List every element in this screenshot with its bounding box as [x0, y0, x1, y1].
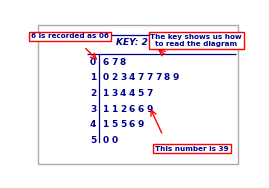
Text: 9: 9 [137, 120, 144, 129]
Text: The key shows us how
to read the diagram: The key shows us how to read the diagram [150, 34, 242, 47]
Text: 9: 9 [172, 73, 179, 82]
Text: 0: 0 [90, 58, 96, 67]
Text: KEY: 2: KEY: 2 [116, 38, 148, 47]
Text: 6: 6 [129, 105, 135, 114]
Text: 2: 2 [90, 89, 96, 98]
Text: 4: 4 [120, 89, 126, 98]
Text: 1: 1 [111, 105, 118, 114]
Text: 6: 6 [129, 120, 135, 129]
Text: 0: 0 [102, 136, 109, 145]
Text: 6: 6 [102, 58, 109, 67]
Text: 0: 0 [111, 136, 117, 145]
Text: 2: 2 [120, 105, 126, 114]
Text: 5: 5 [120, 120, 126, 129]
Text: 4: 4 [129, 73, 135, 82]
Text: 1: 1 [102, 89, 109, 98]
Text: 0: 0 [102, 73, 109, 82]
Text: This number is 39: This number is 39 [155, 146, 229, 152]
Text: 7: 7 [111, 58, 118, 67]
Text: 3: 3 [90, 105, 96, 114]
Text: 8: 8 [120, 58, 126, 67]
Text: 5: 5 [158, 38, 165, 47]
Text: 3: 3 [120, 73, 126, 82]
Text: 1: 1 [102, 105, 109, 114]
Text: 9: 9 [146, 105, 153, 114]
Text: 4: 4 [90, 120, 96, 129]
Text: 2: 2 [111, 73, 118, 82]
Text: means 25: means 25 [164, 38, 213, 47]
Text: 7: 7 [155, 73, 161, 82]
Text: 8: 8 [164, 73, 170, 82]
Text: 1: 1 [102, 120, 109, 129]
Text: 5: 5 [111, 120, 118, 129]
Text: 7: 7 [146, 73, 153, 82]
Text: 7: 7 [146, 89, 153, 98]
Text: 3: 3 [111, 89, 118, 98]
Text: 6: 6 [137, 105, 144, 114]
Text: 7: 7 [137, 73, 144, 82]
Text: 6 is recorded as 06: 6 is recorded as 06 [31, 33, 109, 39]
Text: 5: 5 [90, 136, 96, 145]
Text: 5: 5 [137, 89, 144, 98]
Text: 4: 4 [129, 89, 135, 98]
FancyBboxPatch shape [38, 25, 238, 164]
Text: 1: 1 [90, 73, 96, 82]
